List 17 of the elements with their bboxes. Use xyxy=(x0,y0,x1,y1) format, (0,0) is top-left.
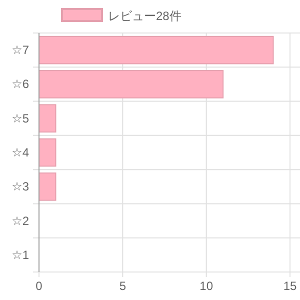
y-tick-label: ☆2 xyxy=(12,214,30,228)
y-tick-label: ☆3 xyxy=(12,180,30,194)
x-tick-label: 15 xyxy=(283,279,297,293)
x-tick-label: 5 xyxy=(119,279,126,293)
y-tick-label: ☆6 xyxy=(12,77,30,92)
y-tick-label: ☆5 xyxy=(12,111,30,126)
bar xyxy=(38,138,56,167)
x-tick-label: 0 xyxy=(36,279,43,293)
bar xyxy=(38,172,56,201)
legend-label: レビュー28件 xyxy=(108,9,182,23)
y-tick-label: ☆4 xyxy=(12,146,30,160)
y-tick-label: ☆1 xyxy=(12,248,30,262)
bar xyxy=(38,36,274,64)
bar xyxy=(38,70,224,98)
x-tick-label: 10 xyxy=(200,279,214,293)
y-tick-label: ☆7 xyxy=(12,43,30,58)
bar xyxy=(38,104,56,133)
